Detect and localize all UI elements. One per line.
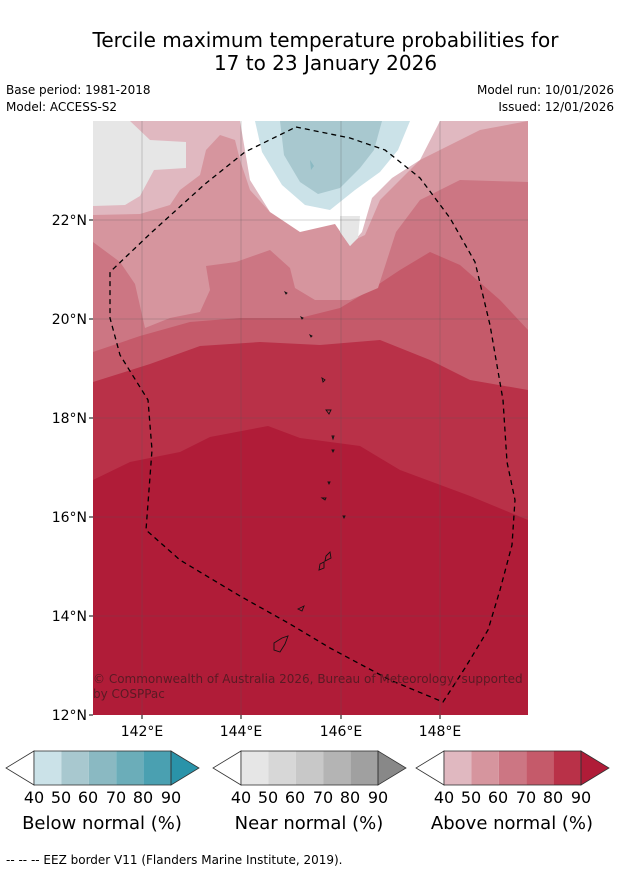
- colorbar-near-label: Near normal (%): [234, 813, 384, 834]
- lon-label-144: 144°E: [220, 724, 263, 740]
- colorbar-near-cell-70: [323, 751, 351, 785]
- meta-right: Model run: 10/01/2026 Issued: 12/01/2026: [477, 82, 614, 116]
- copyright-notice: © Commonwealth of Australia 2026, Bureau…: [93, 672, 523, 701]
- colorbar-below-frame: [33, 750, 172, 786]
- cb-above-tick-80: 80: [542, 788, 564, 807]
- lat-label-20: 20°N: [52, 312, 87, 328]
- cb-below-tick-80: 80: [132, 788, 154, 807]
- island-anatahan: [320, 497, 327, 501]
- gridlines: [93, 121, 528, 715]
- island-maug: [299, 315, 304, 320]
- cb-near-tick-50: 50: [257, 788, 279, 807]
- colorbar-near-ticks: 40 50 60 70 80 90: [0, 788, 621, 808]
- islands: [273, 290, 346, 653]
- cb-below-tick-50: 50: [50, 788, 72, 807]
- colorbar-above-cell-40: [444, 751, 472, 785]
- lon-labels: 142°E 144°E 146°E 148°E: [121, 724, 462, 740]
- colorbar-above-label: Above normal (%): [430, 813, 594, 834]
- colorbar-below-cell-80: [143, 751, 171, 785]
- colorbar-below: [5, 750, 200, 786]
- cb-below-tick-70: 70: [105, 788, 127, 807]
- colorbar-near-low-arrow: [212, 750, 242, 786]
- cb-below-tick-90: 90: [160, 788, 182, 807]
- island-sarigan: [327, 481, 331, 486]
- cb-near-tick-80: 80: [339, 788, 361, 807]
- lat-label-18: 18°N: [52, 411, 87, 427]
- title-line-1: Tercile maximum temperature probabilitie…: [92, 28, 559, 52]
- colorbar-above-ticks: 40 50 60 70 80 90: [0, 788, 621, 808]
- island-rota: [296, 605, 305, 612]
- cb-below-tick-40: 40: [23, 788, 45, 807]
- lon-label-146: 146°E: [320, 724, 363, 740]
- below-60-area: [310, 160, 314, 170]
- cb-near-tick-60: 60: [284, 788, 306, 807]
- colorbar-above-low-arrow: [415, 750, 445, 786]
- colorbar-near-cell-60: [295, 751, 324, 785]
- colorbar-near-cell-80: [350, 751, 378, 785]
- island-alamagan: [331, 435, 335, 441]
- colorbar-below-cell-70: [116, 751, 144, 785]
- lon-label-148: 148°E: [419, 724, 462, 740]
- cb-above-tick-90: 90: [570, 788, 592, 807]
- island-pagan: [325, 409, 332, 415]
- cb-near-tick-40: 40: [230, 788, 252, 807]
- cb-above-tick-50: 50: [460, 788, 482, 807]
- base-period: Base period: 1981-2018: [6, 83, 151, 97]
- island-farallon: [342, 515, 346, 520]
- issued-date: Issued: 12/01/2026: [498, 100, 614, 114]
- colorbar-below-ticks: 40 50 60 70 80 90: [0, 788, 621, 808]
- colorbar-below-cell-60: [88, 751, 117, 785]
- colorbar-below-low-arrow: [5, 750, 35, 786]
- colorbar-below-high-arrow: [170, 750, 200, 786]
- island-uracas: [283, 290, 288, 295]
- lat-label-22: 22°N: [52, 213, 87, 229]
- colorbar-near-frame: [240, 750, 379, 786]
- cb-above-tick-70: 70: [515, 788, 537, 807]
- lon-label-142: 142°E: [121, 724, 164, 740]
- below-50-area: [280, 121, 382, 194]
- colorbar-above-high-arrow: [580, 750, 610, 786]
- cb-below-tick-60: 60: [77, 788, 99, 807]
- near-normal-area: [93, 121, 186, 206]
- colorbar-above-cell-70: [526, 751, 554, 785]
- cb-above-tick-40: 40: [433, 788, 455, 807]
- map-title: Tercile maximum temperature probabilitie…: [0, 29, 621, 75]
- colorbar-near: [212, 750, 407, 786]
- colorbar-above-cell-60: [498, 751, 527, 785]
- island-guguan: [331, 449, 335, 454]
- lat-label-14: 14°N: [52, 609, 87, 625]
- colorbar-below-label: Below normal (%): [22, 813, 182, 834]
- lat-label-12: 12°N: [52, 708, 87, 724]
- model-name: Model: ACCESS-S2: [6, 100, 118, 114]
- island-saipan: [324, 551, 332, 562]
- axis-ticks: [89, 219, 441, 719]
- colorbar-above-cell-80: [553, 751, 581, 785]
- cb-near-tick-70: 70: [312, 788, 334, 807]
- colorbar-near-cell-50: [268, 751, 296, 785]
- eez-border: [109, 126, 516, 703]
- meta-left: Base period: 1981-2018 Model: ACCESS-S2: [6, 82, 151, 116]
- colorbar-near-cell-40: [241, 751, 269, 785]
- colorbar-above-frame: [443, 750, 582, 786]
- cb-near-tick-90: 90: [367, 788, 389, 807]
- colorbar-near-high-arrow: [377, 750, 407, 786]
- colorbar-below-cell-40: [34, 751, 62, 785]
- island-agrihan: [321, 376, 326, 383]
- lat-labels: 22°N 20°N 18°N 16°N 14°N 12°N: [52, 213, 87, 724]
- near-normal-patch: [340, 216, 360, 246]
- eez-footer-note: -- -- -- EEZ border V11 (Flanders Marine…: [6, 853, 343, 867]
- cb-above-tick-60: 60: [487, 788, 509, 807]
- title-line-2: 17 to 23 January 2026: [213, 51, 438, 75]
- lat-label-16: 16°N: [52, 510, 87, 526]
- island-guam: [273, 635, 289, 653]
- island-asuncion: [308, 333, 313, 338]
- colorbar-below-cell-50: [61, 751, 89, 785]
- colorbar-above: [415, 750, 610, 786]
- colorbar-above-cell-50: [471, 751, 499, 785]
- island-tinian: [318, 561, 325, 571]
- model-run: Model run: 10/01/2026: [476, 83, 614, 97]
